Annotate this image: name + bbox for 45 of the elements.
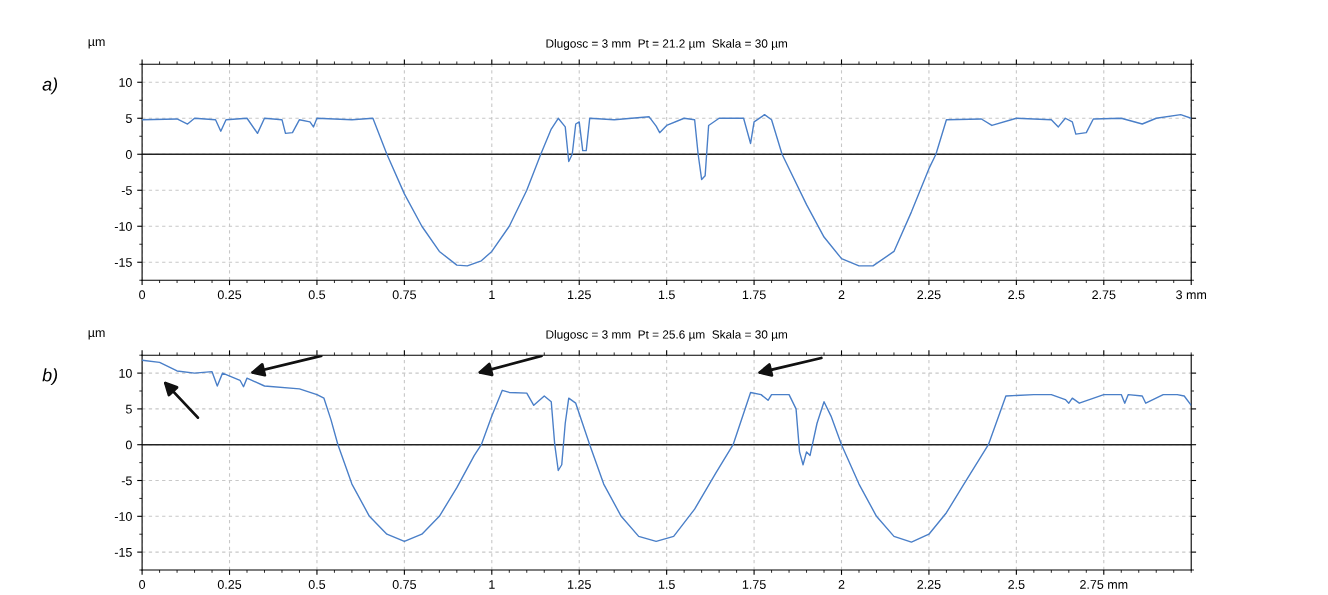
x-tick-label: 1 (489, 580, 495, 589)
y-tick-label: -10 (114, 512, 132, 521)
x-tick-label: 0 (139, 580, 146, 589)
x-tick-label: 0.75 (392, 580, 417, 589)
x-tick-label: 1.25 (568, 290, 591, 300)
y-tick-label: 5 (125, 404, 132, 414)
x-tick-label: 1.5 (658, 290, 675, 300)
y-tick-label: 10 (119, 78, 132, 87)
x-tick-label: 2.5 (1008, 580, 1025, 589)
x-tick-label: 3 mm (1176, 290, 1207, 300)
y-tick-label: -5 (121, 476, 132, 486)
chart-title: Dlugosc = 3 mm Pt = 25.6 µm Skala = 30 µm (546, 329, 788, 341)
x-tick-label: 2.75 mm (1080, 580, 1128, 589)
x-tick-label: 0 (139, 290, 146, 300)
x-tick-label: 1.25 (568, 580, 591, 589)
line-series (142, 113, 1192, 267)
x-tick-label: 2 (838, 290, 845, 300)
text: a) (42, 77, 58, 95)
x-tick-label: 2.25 (917, 290, 941, 300)
x-tick-label: 1.75 (742, 580, 766, 589)
chart-title: Dlugosc = 3 mm Pt = 21.2 µm Skala = 30 µm (546, 39, 788, 51)
y-axis-title: µm (88, 39, 105, 49)
x-tick-label: 0.5 (308, 290, 326, 300)
y-tick-label: 0 (125, 150, 132, 159)
x-tick-label: 2.5 (1008, 290, 1025, 300)
y-tick-label: -5 (121, 186, 132, 195)
x-tick-label: 2 (838, 580, 845, 589)
y-tick-label: -15 (114, 548, 132, 557)
x-tick-label: 0.75 (392, 290, 417, 300)
x-tick-label: 2.25 (917, 580, 941, 589)
y-tick-label: -10 (114, 222, 132, 231)
x-tick-label: 1.5 (658, 580, 675, 589)
x-tick-label: 0.25 (217, 290, 242, 300)
y-tick-label: 0 (125, 440, 132, 450)
y-tick-label: 5 (125, 114, 132, 123)
text: b) (42, 368, 58, 386)
line-series (142, 359, 1192, 543)
y-axis-title: µm (88, 330, 105, 340)
y-tick-label: -15 (114, 258, 132, 267)
y-tick-label: 10 (119, 368, 132, 378)
x-tick-label: 1.75 (742, 290, 766, 300)
x-tick-label: 2.75 (1092, 290, 1116, 300)
x-tick-label: 0.5 (308, 580, 326, 589)
x-tick-label: 1 (489, 290, 495, 300)
x-tick-label: 0.25 (217, 580, 242, 589)
